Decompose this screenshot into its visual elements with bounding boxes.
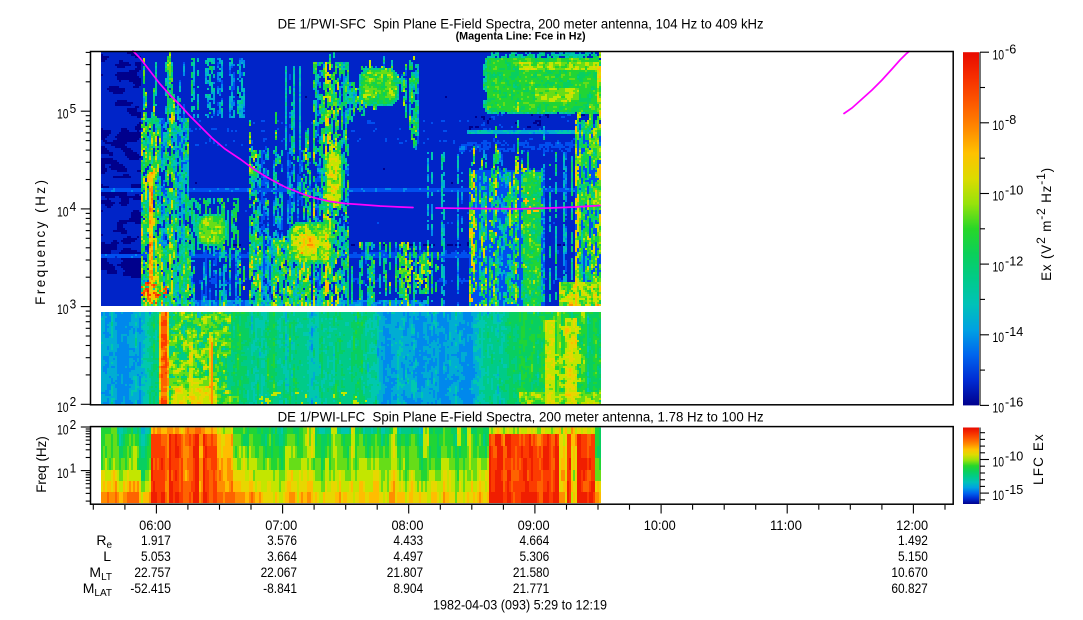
svg-text:10: 10 xyxy=(57,107,69,122)
svg-text:10: 10 xyxy=(993,330,1005,345)
svg-text:5: 5 xyxy=(70,102,77,116)
svg-text:4.664: 4.664 xyxy=(520,533,550,548)
svg-text:08:00: 08:00 xyxy=(391,517,423,533)
svg-text:1: 1 xyxy=(70,462,77,476)
svg-text:8.904: 8.904 xyxy=(393,581,423,596)
svg-text:L: L xyxy=(103,548,111,564)
svg-text:10: 10 xyxy=(57,466,69,481)
svg-text:21.580: 21.580 xyxy=(513,565,549,580)
svg-text:06:00: 06:00 xyxy=(139,517,171,533)
svg-text:10: 10 xyxy=(993,189,1005,204)
svg-text:09:00: 09:00 xyxy=(518,517,550,533)
svg-text:-10: -10 xyxy=(1005,184,1023,198)
svg-text:3.576: 3.576 xyxy=(267,533,297,548)
svg-text:10: 10 xyxy=(993,488,1005,503)
svg-text:5.053: 5.053 xyxy=(141,549,171,564)
svg-text:10: 10 xyxy=(993,401,1005,416)
svg-text:2: 2 xyxy=(70,418,77,432)
svg-text:-15: -15 xyxy=(1005,483,1023,497)
svg-text:10: 10 xyxy=(993,118,1005,133)
svg-text:4.497: 4.497 xyxy=(393,549,423,564)
svg-text:10: 10 xyxy=(993,455,1005,470)
svg-text:Freq (Hz): Freq (Hz) xyxy=(34,436,49,493)
svg-text:22.757: 22.757 xyxy=(134,565,170,580)
svg-text:DE 1/PWI-LFC Spin Plane E-Fie: DE 1/PWI-LFC Spin Plane E-Field Spectra,… xyxy=(278,408,764,424)
svg-text:12:00: 12:00 xyxy=(896,517,928,533)
svg-text:21.771: 21.771 xyxy=(513,581,549,596)
svg-text:10: 10 xyxy=(993,259,1005,274)
svg-text:LFC Ex: LFC Ex xyxy=(1031,433,1046,485)
svg-text:-8.841: -8.841 xyxy=(263,581,297,596)
svg-text:-16: -16 xyxy=(1005,396,1023,410)
svg-text:10: 10 xyxy=(57,423,69,438)
svg-text:60.827: 60.827 xyxy=(891,581,927,596)
svg-text:22.067: 22.067 xyxy=(261,565,297,580)
svg-text:4: 4 xyxy=(70,200,77,214)
svg-text:1.917: 1.917 xyxy=(141,533,171,548)
svg-text:1.492: 1.492 xyxy=(898,533,928,548)
svg-text:MLAT: MLAT xyxy=(83,580,112,599)
svg-text:07:00: 07:00 xyxy=(265,517,297,533)
svg-text:5.306: 5.306 xyxy=(520,549,550,564)
svg-text:-6: -6 xyxy=(1005,42,1016,56)
svg-text:10:00: 10:00 xyxy=(644,517,676,533)
svg-text:10: 10 xyxy=(57,204,69,219)
svg-text:2: 2 xyxy=(70,395,77,409)
svg-text:1982-04-03 (093) 5:29 to 12:19: 1982-04-03 (093) 5:29 to 12:19 xyxy=(433,597,607,613)
svg-text:3: 3 xyxy=(70,298,77,312)
svg-text:Frequency (Hz): Frequency (Hz) xyxy=(33,178,48,305)
svg-text:-10: -10 xyxy=(1005,450,1023,464)
svg-text:10: 10 xyxy=(57,400,69,415)
svg-text:-8: -8 xyxy=(1005,113,1016,127)
svg-text:10: 10 xyxy=(57,302,69,317)
svg-text:-12: -12 xyxy=(1005,254,1023,268)
svg-text:5.150: 5.150 xyxy=(898,549,928,564)
svg-text:(Magenta Line: Fce in Hz): (Magenta Line: Fce in Hz) xyxy=(456,31,586,43)
svg-text:11:00: 11:00 xyxy=(770,517,802,533)
svg-text:-14: -14 xyxy=(1005,325,1023,339)
svg-text:10.670: 10.670 xyxy=(891,565,927,580)
svg-text:4.433: 4.433 xyxy=(393,533,423,548)
svg-text:3.664: 3.664 xyxy=(267,549,297,564)
svg-text:-52.415: -52.415 xyxy=(130,581,170,596)
svg-text:10: 10 xyxy=(993,47,1005,62)
svg-text:DE 1/PWI-SFC Spin Plane E-Fie: DE 1/PWI-SFC Spin Plane E-Field Spectra,… xyxy=(278,15,764,31)
svg-text:Ex (V2 m-2 Hz-1): Ex (V2 m-2 Hz-1) xyxy=(1034,167,1054,281)
svg-text:21.807: 21.807 xyxy=(387,565,423,580)
